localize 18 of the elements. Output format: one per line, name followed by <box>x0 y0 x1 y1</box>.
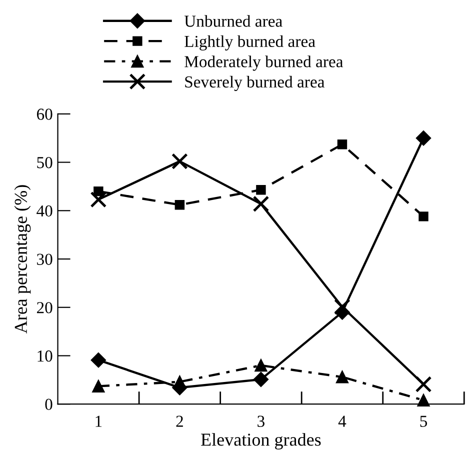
y-tick-label: 10 <box>38 350 52 362</box>
x-tick-label: 4 <box>338 416 346 427</box>
x-tick-label: 1 <box>96 416 102 427</box>
y-tick-label: 60 <box>36 108 52 120</box>
y-tick-label: 30 <box>37 254 52 265</box>
y-tick-label: 0 <box>45 398 52 410</box>
x-tick-label: 2 <box>176 416 183 427</box>
x-tick-label: 3 <box>258 416 264 427</box>
y-axis-title: Area percentage (%) <box>14 185 31 334</box>
y-tick-label: 40 <box>36 205 52 217</box>
legend-label: Severely burned area <box>185 76 325 92</box>
y-tick-label: 20 <box>36 302 52 314</box>
legend-label: Unburned area <box>184 15 282 27</box>
y-tick-label: 50 <box>37 156 52 168</box>
legend-label: Moderately burned area <box>184 56 344 71</box>
legend-label: Lightly burned area <box>184 35 316 50</box>
x-tick-label: 5 <box>420 416 428 427</box>
x-axis-title: Elevation grades <box>201 433 321 450</box>
